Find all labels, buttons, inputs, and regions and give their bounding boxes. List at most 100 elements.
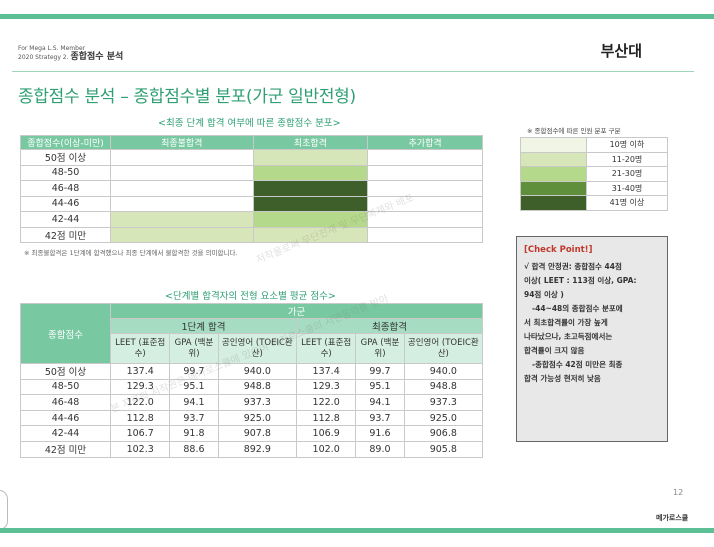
average-score-table: 종합점수 가군 1단계 합격 최종합격 LEET (표준점수) GPA (백분위)…: [20, 303, 484, 458]
distribution-cell: [252, 180, 369, 197]
score-value: 937.3: [217, 394, 297, 411]
table-row: 48-50: [20, 164, 483, 181]
table-row: 42점 미만 102.3 88.6 892.9 102.0 89.0 905.8: [20, 440, 484, 458]
score-value: 91.6: [355, 425, 405, 442]
checkpoint-line: 합격 가능성 현저히 낮음: [524, 374, 601, 383]
header-line2-prefix: 2020 Strategy 2.: [18, 54, 69, 61]
score-value: 122.0: [295, 394, 357, 411]
score-range-label: 44-46: [20, 195, 111, 212]
score-value: 89.0: [355, 440, 405, 458]
checkpoint-line: -종합점수 42점 미만은 최종: [532, 360, 623, 369]
score-value: 137.4: [109, 363, 171, 380]
distribution-cell: [252, 164, 369, 181]
distribution-cell: [252, 226, 369, 243]
distribution-cell: [367, 195, 483, 212]
page-number: 12: [673, 488, 684, 497]
score-value: 91.8: [169, 425, 219, 442]
score-value: 948.8: [217, 378, 297, 396]
distribution-cell: [110, 149, 254, 166]
distribution-header: 종합점수(이상-미만): [20, 135, 111, 150]
section1-title: <최종 단계 합격 여부에 따른 종합점수 분포>: [158, 118, 341, 129]
brand-logo: 메가로스쿨: [656, 514, 689, 522]
legend-label: 21-30명: [586, 166, 668, 182]
score-range-label: 48-50: [20, 164, 111, 181]
distribution-cell: [110, 211, 254, 228]
score-value: 99.7: [169, 363, 219, 380]
average-row-header: 종합점수: [20, 303, 111, 364]
distribution-cell: [367, 180, 483, 197]
distribution-cell: [367, 226, 483, 243]
score-value: 137.4: [295, 363, 357, 380]
score-value: 102.0: [295, 440, 357, 458]
score-range-label: 42점 미만: [20, 226, 111, 243]
score-value: 925.0: [403, 409, 484, 427]
score-value: 112.8: [109, 409, 171, 427]
table-row: 50점 이상 137.4 99.7 940.0 137.4 99.7 940.0: [20, 363, 484, 380]
distribution-header: 추가합격: [367, 135, 483, 150]
legend-label: 31-40명: [586, 180, 668, 196]
table-row: 42-44: [20, 211, 483, 228]
average-header-row-3: LEET (표준점수) GPA (백분위) 공인영어 (TOEIC환산) LEET (…: [21, 333, 484, 364]
table-row: 42점 미만: [20, 226, 483, 243]
score-value: 99.7: [355, 363, 405, 380]
score-value: 940.0: [217, 363, 297, 380]
legend-swatch: [520, 195, 587, 211]
table-row: 42-44 106.7 91.8 907.8 106.9 91.6 906.8: [20, 425, 484, 442]
distribution-table: 종합점수(이상-미만) 최종불합격 최초합격 추가합격 50점 이상 48-50 4…: [20, 135, 483, 243]
legend-item: 41명 이상: [520, 195, 668, 211]
header-divider: [12, 71, 694, 72]
table-row: 50점 이상: [20, 149, 483, 166]
checkpoint-line: 이상( LEET : 113점 이상, GPA:: [524, 276, 637, 285]
score-value: 93.7: [355, 409, 405, 427]
score-value: 122.0: [109, 394, 171, 411]
distribution-note: ※ 최종불합격은 1단계에 합격했으나 최종 단계에서 불합격한 것을 의미합니…: [24, 249, 238, 257]
stage1-header: 1단계 합격: [110, 318, 297, 334]
score-value: 106.7: [109, 425, 171, 442]
section2-title: <단계별 합격자의 전형 요소별 평균 점수>: [165, 291, 336, 302]
distribution-cell: [110, 180, 254, 197]
checkpoint-line: 94점 이상 ): [524, 290, 564, 299]
legend-item: 21-30명: [520, 166, 668, 182]
legend-item: 10명 이하: [520, 137, 668, 153]
legend-swatch: [520, 166, 587, 182]
table-row: 46-48 122.0 94.1 937.3 122.0 94.1 937.3: [20, 394, 484, 411]
school-name: 부산대: [600, 42, 642, 60]
score-range-label: 46-48: [20, 394, 111, 411]
score-range-label: 50점 이상: [20, 149, 111, 166]
checkpoint-box: [Check Point!] √ 합격 안정권: 종합점수 44점 이상( LEE…: [516, 236, 668, 442]
bottom-accent-bar: [0, 528, 714, 533]
score-range-label: 42점 미만: [20, 440, 111, 458]
score-range-label: 42-44: [20, 425, 111, 442]
score-value: 93.7: [169, 409, 219, 427]
average-header-row-1: 종합점수 가군: [20, 303, 483, 364]
distribution-header: 최초합격: [252, 135, 369, 150]
score-value: 102.3: [109, 440, 171, 458]
score-value: 948.8: [403, 378, 484, 396]
score-value: 129.3: [109, 378, 171, 396]
legend-label: 10명 이하: [586, 137, 668, 153]
distribution-cell: [252, 195, 369, 212]
checkpoint-line: 서 최초합격률이 가장 높게: [524, 318, 608, 327]
distribution-header: 최종불합격: [110, 135, 254, 150]
score-value: 95.1: [169, 378, 219, 396]
table-row: 48-50 129.3 95.1 948.8 129.3 95.1 948.8: [20, 378, 484, 396]
legend-swatch: [520, 180, 587, 196]
header-line2: 2020 Strategy 2. 종합점수 분석: [18, 53, 123, 62]
distribution-cell: [110, 226, 254, 243]
score-value: 892.9: [217, 440, 297, 458]
metric-column-header: LEET (표준점수): [109, 333, 171, 364]
score-value: 88.6: [169, 440, 219, 458]
metric-column-header: 공인영어 (TOEIC환산): [217, 333, 297, 364]
legend-label: 41명 이상: [586, 195, 668, 211]
metric-column-header: GPA (백분위): [355, 333, 405, 364]
legend-table: 10명 이하 11-20명 21-30명 31-40명 41명 이상: [520, 137, 668, 211]
top-accent-bar: [0, 14, 714, 19]
score-value: 925.0: [217, 409, 297, 427]
checkpoint-line: 합격률이 크지 않음: [524, 346, 585, 355]
score-range-label: 50점 이상: [20, 363, 111, 380]
distribution-cell: [367, 211, 483, 228]
table-row: 44-46 112.8 93.7 925.0 112.8 93.7 925.0: [20, 409, 484, 427]
score-value: 94.1: [355, 394, 405, 411]
legend-item: 31-40명: [520, 180, 668, 196]
table-row: 46-48: [20, 180, 483, 197]
